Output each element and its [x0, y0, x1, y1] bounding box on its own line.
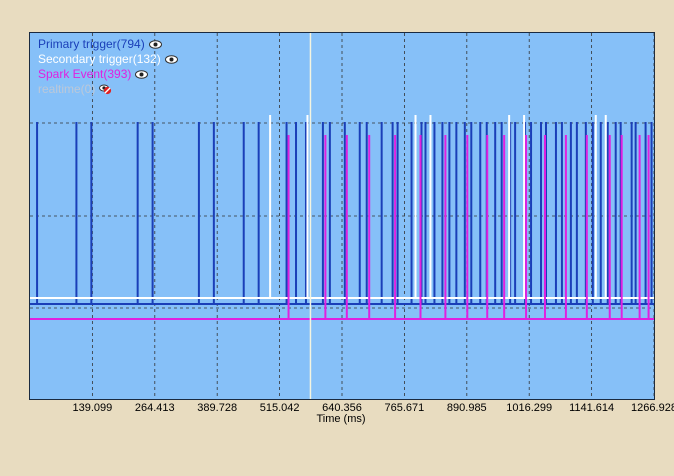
x-tick-label: 139.099 — [72, 402, 113, 414]
legend-item-secondary-trigger[interactable]: Secondary trigger(132) — [38, 52, 178, 67]
chart-svg — [29, 32, 655, 400]
legend-label: Primary trigger(794) — [38, 37, 145, 51]
legend-item-realtime[interactable]: realtime(0) — [38, 82, 178, 97]
chart-plot-area[interactable] — [29, 32, 655, 400]
legend-label: Secondary trigger(132) — [38, 52, 161, 66]
eye-icon[interactable] — [135, 70, 149, 79]
eye-icon[interactable] — [164, 55, 178, 64]
legend-item-primary-trigger[interactable]: Primary trigger(794) — [38, 37, 178, 52]
legend: Primary trigger(794) Secondary trigger(1… — [38, 37, 178, 97]
eye-hidden-icon[interactable] — [99, 84, 112, 95]
x-tick-label: 1016.299 — [506, 402, 553, 414]
legend-label: realtime(0) — [38, 82, 96, 96]
x-axis-title: Time (ms) — [316, 413, 366, 425]
x-tick-label: 389.728 — [197, 402, 238, 414]
eye-icon[interactable] — [148, 40, 162, 49]
x-axis-tick-labels: 139.099 264.413 389.728 515.042 640.356 765.6… — [0, 402, 674, 416]
x-tick-label: 264.413 — [134, 402, 175, 414]
legend-item-spark-event[interactable]: Spark Event(393) — [38, 67, 178, 82]
x-tick-label: 890.985 — [446, 402, 487, 414]
x-tick-label: 640.356 — [322, 402, 362, 414]
legend-label: Spark Event(393) — [38, 67, 132, 81]
x-tick-label: 1141.614 — [569, 402, 615, 414]
x-tick-label: 515.042 — [259, 402, 300, 414]
x-tick-label: 765.671 — [384, 402, 425, 414]
x-tick-label: 1266.928 — [631, 402, 674, 414]
